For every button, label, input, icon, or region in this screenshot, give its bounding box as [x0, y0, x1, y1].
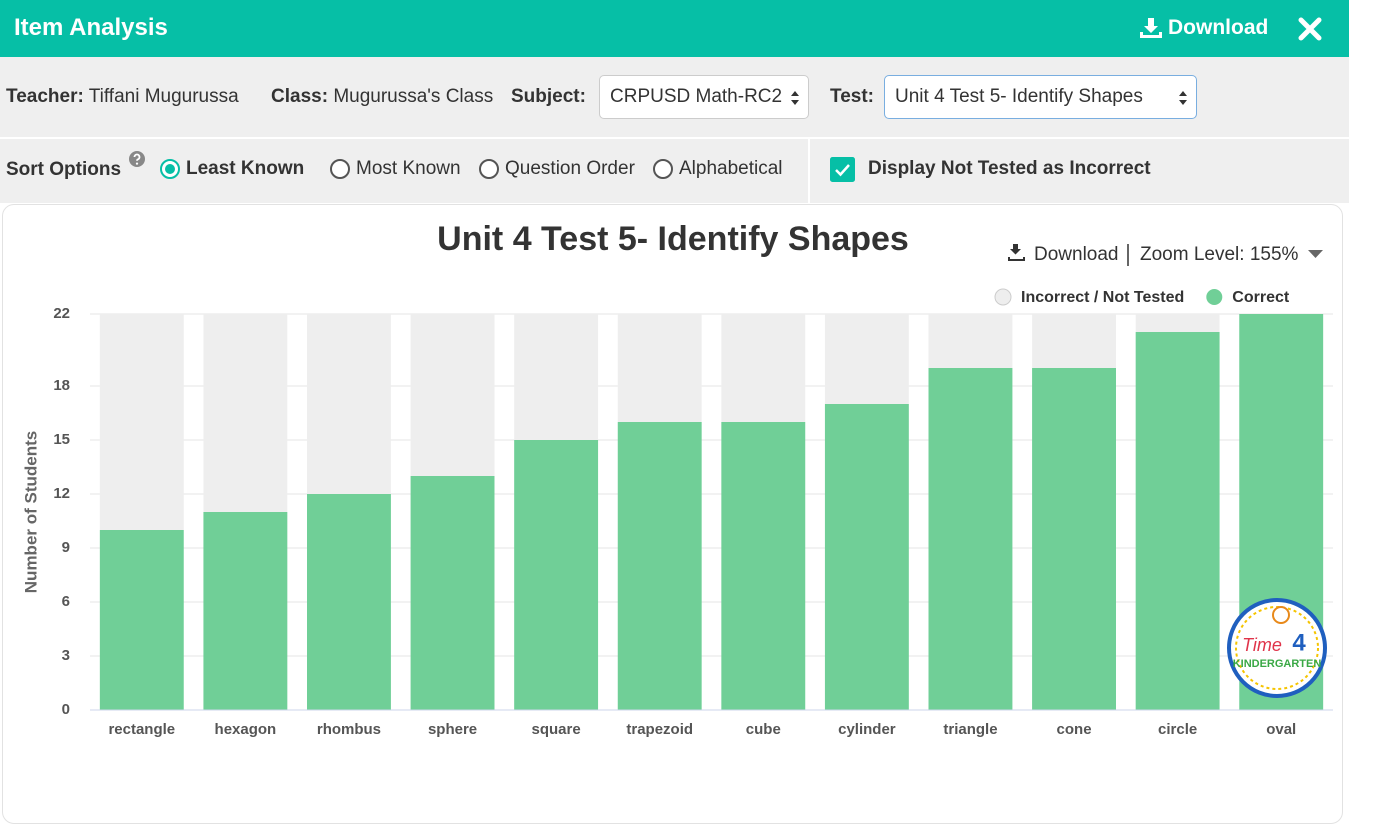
close-button[interactable]: [1298, 17, 1322, 41]
radio[interactable]: [330, 159, 350, 179]
bar: [1135, 314, 1220, 332]
legend-label: Incorrect / Not Tested: [1021, 289, 1184, 306]
y-tick-label: 6: [62, 593, 70, 610]
y-tick-label: 0: [62, 701, 70, 718]
logo: Time 4 KINDERGARTEN: [1227, 598, 1327, 698]
class: Mugurussa's Class: [333, 86, 494, 107]
bar: [1135, 332, 1220, 710]
subject-select[interactable]: CRPUSD Math-RC2: [599, 75, 809, 119]
y-axis-label: Number of Students: [21, 431, 40, 593]
x-tick-label: rectangle: [108, 721, 175, 738]
teacher-label: Teacher:: [6, 86, 84, 107]
test-value: Unit 4 Test 5- Identify Shapes: [895, 86, 1143, 107]
x-tick-label: trapezoid: [626, 721, 693, 738]
bar: [307, 314, 391, 494]
y-tick-label: 9: [62, 539, 70, 556]
x-tick-label: hexagon: [215, 721, 277, 738]
sort-option-label[interactable]: Question Order: [505, 158, 635, 179]
bar: [514, 314, 599, 440]
bar: [1032, 368, 1116, 710]
download-icon: [1008, 244, 1025, 261]
y-tick-label: 15: [53, 431, 70, 448]
help-icon[interactable]: [129, 151, 145, 167]
checkbox-box: [830, 157, 855, 182]
bar: [824, 404, 909, 710]
download-icon: [1140, 18, 1162, 38]
x-tick-label: oval: [1266, 721, 1296, 738]
legend-label: Correct: [1232, 289, 1290, 306]
zoom-level[interactable]: Zoom Level: 155%: [1140, 244, 1299, 265]
bar: [928, 368, 1013, 710]
subject-value: CRPUSD Math-RC2: [610, 86, 783, 107]
teacher: Tiffani Mugurussa: [88, 86, 239, 107]
bar: [928, 314, 1013, 368]
class-label: Class:: [271, 86, 329, 107]
download-button[interactable]: Download: [1140, 16, 1268, 40]
bar: [99, 530, 184, 710]
bar: [824, 314, 909, 404]
x-tick-label: cone: [1057, 721, 1092, 738]
download-label[interactable]: Download: [1168, 16, 1269, 39]
x-tick-label: cube: [746, 721, 781, 738]
sort-option[interactable]: Alphabetical: [653, 158, 783, 180]
bar: [721, 422, 806, 710]
bar: [410, 314, 495, 476]
filter-bar: Teacher: Tiffani Mugurussa Class: Muguru…: [0, 57, 1349, 139]
bar: [721, 314, 806, 422]
logo-text: 4: [1292, 629, 1306, 656]
checkbox[interactable]: [830, 157, 855, 182]
checkbox-label[interactable]: Display Not Tested as Incorrect: [868, 158, 1151, 179]
y-tick-label: 18: [53, 377, 70, 394]
chart-download[interactable]: Download: [1034, 244, 1119, 265]
bar: [99, 314, 184, 530]
sort-option-label[interactable]: Alphabetical: [679, 158, 783, 179]
header-title: Item Analysis: [14, 14, 168, 41]
test-label: Test:: [830, 86, 874, 107]
bar: [1032, 314, 1116, 368]
legend-marker: [994, 288, 1012, 306]
sort-option[interactable]: Least Known: [160, 158, 304, 180]
sort-label: Sort Options: [6, 159, 122, 180]
bar: [203, 314, 288, 512]
sort-option-label[interactable]: Least Known: [186, 158, 305, 179]
x-tick-label: triangle: [943, 721, 997, 738]
zoom-dropdown[interactable]: [1308, 250, 1323, 258]
test-select[interactable]: Unit 4 Test 5- Identify Shapes: [884, 75, 1197, 119]
y-tick-label: 12: [53, 485, 70, 502]
bar: [617, 422, 702, 710]
subject-label: Subject:: [511, 86, 586, 107]
x-tick-label: square: [532, 721, 581, 738]
bar: [514, 440, 599, 710]
legend-marker: [1206, 289, 1223, 305]
radio[interactable]: [160, 159, 180, 179]
sort-option-label[interactable]: Most Known: [356, 158, 461, 179]
radio[interactable]: [479, 159, 499, 179]
y-tick-label: 22: [53, 305, 70, 322]
bar: [617, 314, 702, 422]
bar: [410, 476, 495, 710]
sort-option[interactable]: Question Order: [479, 158, 635, 180]
bar: [307, 494, 391, 710]
select-arrows: [1179, 91, 1187, 105]
divider: [808, 139, 810, 203]
x-tick-label: cylinder: [838, 721, 896, 738]
y-tick-label: 3: [62, 647, 70, 664]
x-tick-label: circle: [1158, 721, 1197, 738]
logo-text: Time: [1242, 635, 1282, 655]
bar: [203, 512, 288, 710]
radio[interactable]: [653, 159, 673, 179]
sort-bar: Sort Options Least Known Most Known Ques…: [0, 139, 1349, 203]
checkmark: [835, 164, 850, 177]
sort-option[interactable]: Most Known: [330, 158, 461, 180]
logo-text: KINDERGARTEN: [1233, 658, 1322, 670]
chart-title: Unit 4 Test 5- Identify Shapes: [437, 220, 909, 258]
header: Item Analysis Download: [0, 0, 1349, 57]
select-arrows: [791, 91, 799, 105]
x-tick-label: rhombus: [317, 721, 381, 738]
x-tick-label: sphere: [428, 721, 477, 738]
